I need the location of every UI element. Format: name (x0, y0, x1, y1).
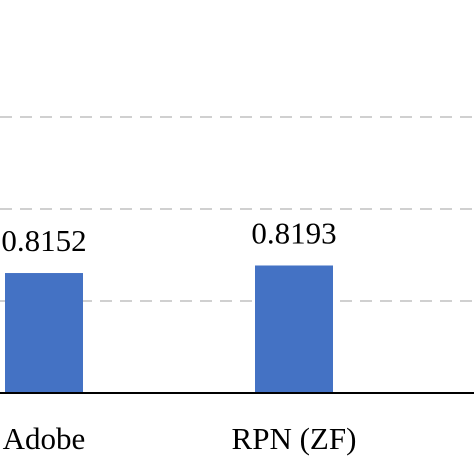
x-tick-label: RPN (ZF) (232, 421, 357, 456)
value-label: 0.8152 (1, 223, 86, 258)
value-label: 0.8193 (251, 215, 336, 250)
bar (255, 265, 333, 393)
x-tick-label: Adobe (3, 421, 86, 456)
bar (5, 273, 83, 393)
